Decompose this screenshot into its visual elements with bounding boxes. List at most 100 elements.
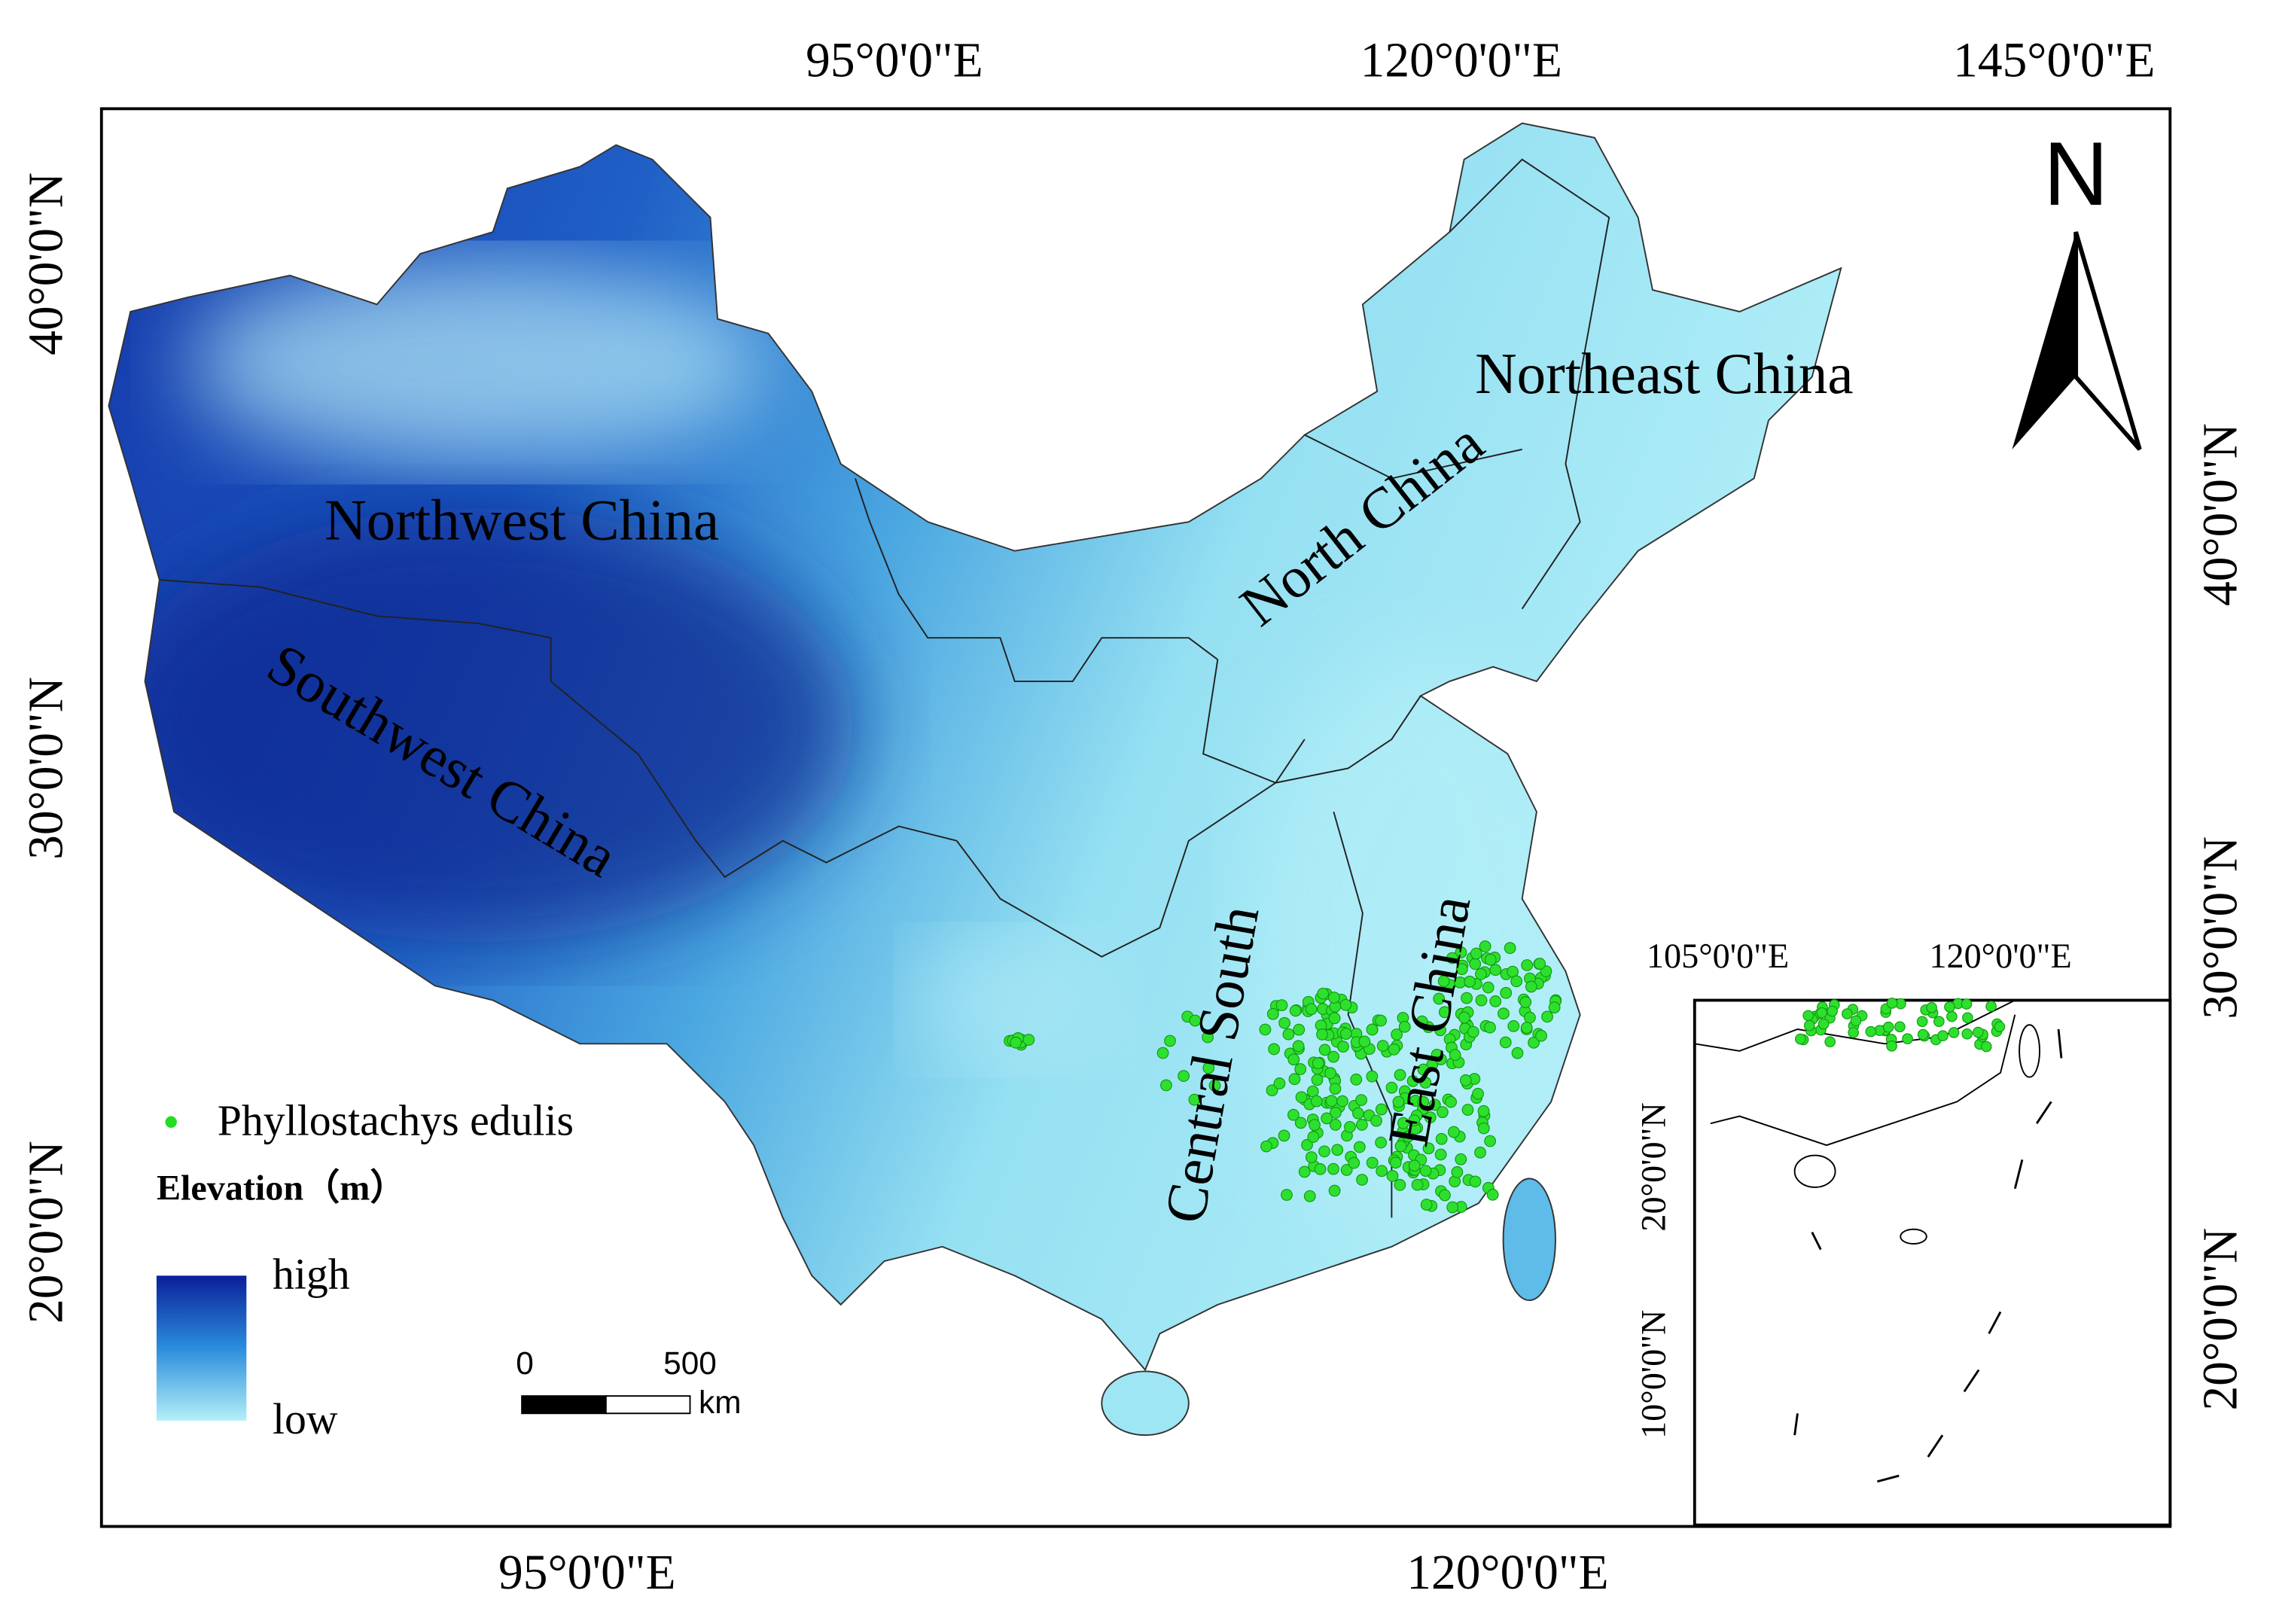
inset-top-label: 105°0'0"E [1647,937,1789,975]
occurrence-point [1311,1074,1324,1086]
occurrence-point [1439,1189,1451,1202]
occurrence-point [1528,1036,1540,1049]
occurrence-point [1366,1156,1379,1169]
scale-end: 500 [663,1345,717,1381]
occurrence-point [1944,1001,1955,1013]
occurrence-point [1336,1095,1348,1108]
right-axis-label: 30°0'0"N [2194,836,2248,1019]
occurrence-point [1499,1036,1512,1049]
occurrence-point [1504,942,1516,955]
occurrence-point [1461,1104,1474,1116]
occurrence-point [1388,1043,1400,1056]
occurrence-point [1479,940,1491,952]
occurrence-point [1318,1044,1331,1056]
occurrence-point [1282,1028,1295,1041]
occurrence-point [1475,994,1488,1007]
hainan [1101,1370,1190,1437]
occurrence-point [1337,1041,1349,1053]
occurrence-point [1985,1001,1997,1012]
occurrence-point [1961,998,1973,1010]
occurrence-point [1339,998,1352,1011]
occurrence-point [1386,1169,1399,1182]
legend-point-symbol [165,1116,177,1128]
occurrence-point [1455,946,1467,958]
occurrence-point [1287,1053,1300,1066]
occurrence-point [1402,1130,1415,1143]
occurrence-point [1917,1028,1929,1041]
occurrence-point [1419,1165,1432,1178]
occurrence-point [1309,1119,1321,1132]
occurrence-point [1408,1114,1421,1126]
occurrence-point [1445,1095,1457,1108]
occurrence-point [1268,1043,1281,1056]
occurrence-point [1385,1081,1398,1094]
occurrence-point [1500,986,1513,999]
occurrence-point [1355,1094,1367,1106]
occurrence-point [1298,1165,1311,1178]
inset-left-label: 10°0'0"N [1634,1310,1672,1439]
occurrence-point [1317,987,1330,1000]
occurrence-point [1394,1140,1407,1153]
top-axis-label: 145°0'0"E [1953,34,2155,88]
occurrence-point [1437,975,1450,988]
occurrence-point [1202,1062,1215,1074]
occurrence-point [1419,1077,1432,1089]
occurrence-point [1356,1174,1368,1186]
occurrence-point [1328,1184,1341,1197]
top-axis-label: 95°0'0"E [806,34,983,88]
occurrence-point [1321,1112,1333,1125]
occurrence-point [1366,1023,1379,1036]
occurrence-point [1464,975,1476,988]
legend-title: Elevation（m） [157,1168,407,1208]
occurrence-point [1266,1007,1279,1020]
legend-label: Phyllostachys edulis [218,1097,574,1144]
occurrence-point [1307,1131,1320,1143]
occurrence-point [1548,1001,1561,1014]
occurrence-point [1422,1142,1435,1155]
occurrence-point [1973,1026,1984,1038]
region-label: Northeast China [1475,341,1854,406]
occurrence-point [1288,1073,1301,1086]
occurrence-point [1392,1095,1405,1108]
occurrence-point [1438,1006,1451,1019]
occurrence-point [1886,998,1898,1009]
occurrence-point [1795,1033,1806,1045]
occurrence-point [1482,981,1495,994]
occurrence-point [1433,992,1446,1005]
occurrence-point [1803,1019,1815,1031]
occurrence-point [1449,1049,1461,1062]
occurrence-point [1259,1023,1272,1036]
occurrence-point [1865,1025,1877,1037]
bottom-axis-label: 95°0'0"E [498,1546,676,1600]
occurrence-point [1411,1178,1424,1191]
occurrence-point [1189,1014,1202,1027]
occurrence-point [1010,1036,1022,1049]
occurrence-point [1470,947,1482,960]
occurrence-point [1156,1047,1169,1059]
occurrence-point [1446,1201,1459,1214]
occurrence-point [1394,1178,1406,1191]
occurrence-point [1489,964,1502,977]
occurrence-point [1994,1021,2006,1032]
occurrence-point [1511,1047,1524,1059]
occurrence-point [1266,1084,1278,1097]
occurrence-point [1916,1016,1928,1028]
occurrence-point [1329,1119,1342,1131]
legend-high: high [273,1251,350,1298]
occurrence-point [1316,1028,1328,1041]
occurrence-point [1434,1148,1447,1161]
occurrence-point [1330,1107,1342,1119]
inset-top-label: 120°0'0"E [1929,937,2071,975]
occurrence-point [1348,1156,1360,1169]
occurrence-point [1295,1091,1308,1104]
occurrence-point [1842,1008,1853,1019]
elevation-ramp [156,1275,247,1421]
scale-bar: 0 500 km [516,1345,741,1420]
scale-unit: km [699,1385,741,1420]
occurrence-point [1437,1106,1449,1119]
occurrence-point [1933,1016,1945,1028]
occurrence-point [1507,1020,1520,1032]
occurrence-point [1164,1034,1176,1047]
occurrence-point [1287,1108,1300,1121]
